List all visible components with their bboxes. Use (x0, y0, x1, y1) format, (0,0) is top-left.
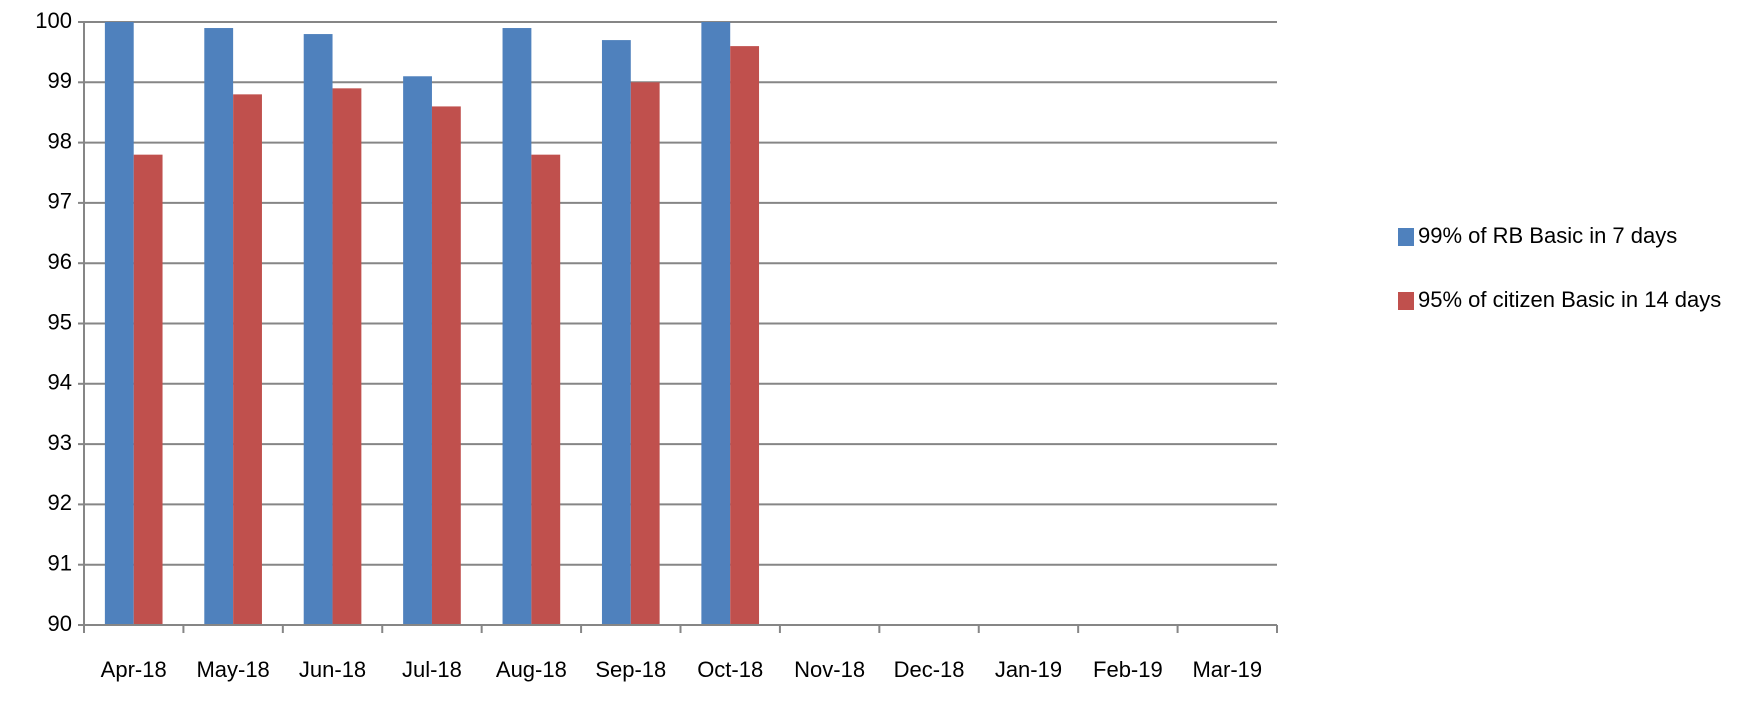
bar (104, 22, 134, 625)
bar (303, 34, 333, 626)
bar (630, 82, 660, 626)
x-tick-label: Jul-18 (402, 657, 462, 682)
bar (403, 76, 432, 625)
y-tick-label: 98 (48, 128, 72, 153)
x-tick-label: May-18 (196, 657, 269, 682)
y-tick-label: 96 (48, 249, 72, 274)
x-tick-label: Aug-18 (496, 657, 567, 682)
y-tick-label: 97 (48, 189, 72, 214)
y-tick-label: 90 (48, 611, 72, 636)
y-tick-label: 91 (48, 551, 72, 576)
x-tick-label: Jan-19 (995, 657, 1062, 682)
x-tick-label: Jun-18 (299, 657, 366, 682)
x-tick-label: Sep-18 (595, 657, 666, 682)
y-tick-label: 95 (48, 309, 72, 334)
x-tick-label: Apr-18 (101, 657, 167, 682)
x-tick-label: Dec-18 (894, 657, 965, 682)
bar (431, 106, 461, 626)
bar (204, 28, 234, 625)
bar (133, 154, 163, 625)
legend-swatch (1398, 292, 1414, 310)
y-tick-label: 93 (48, 430, 72, 455)
bar (531, 154, 561, 625)
bar (502, 28, 532, 625)
x-tick-label: Mar-19 (1192, 657, 1262, 682)
y-tick-label: 100 (35, 8, 72, 33)
y-tick-label: 92 (48, 490, 72, 515)
y-tick-label: 94 (48, 370, 72, 395)
bar (332, 88, 362, 625)
legend-label: 99% of RB Basic in 7 days (1418, 223, 1677, 248)
bar (601, 40, 631, 625)
legend-label: 95% of citizen Basic in 14 days (1418, 287, 1721, 312)
bar (701, 22, 731, 625)
y-tick-label: 99 (48, 68, 72, 93)
legend-swatch (1398, 228, 1414, 246)
x-tick-label: Feb-19 (1093, 657, 1163, 682)
x-tick-label: Nov-18 (794, 657, 865, 682)
bar (730, 46, 760, 626)
bar (233, 94, 262, 626)
x-tick-label: Oct-18 (697, 657, 763, 682)
